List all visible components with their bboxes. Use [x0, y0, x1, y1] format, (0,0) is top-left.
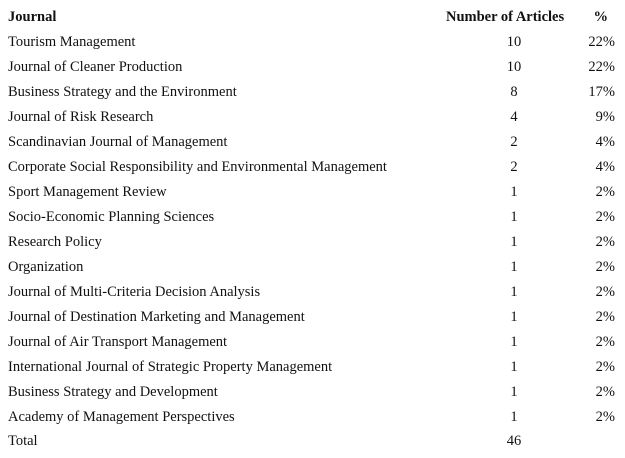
table-cell: 4%	[595, 134, 615, 150]
table-cell: 4	[510, 109, 518, 125]
table-cell: Scandinavian Journal of Management	[8, 134, 228, 150]
table-cell: 1	[510, 259, 518, 275]
table-cell: 1	[510, 284, 518, 300]
header-cell: %	[593, 9, 609, 25]
header-cell: Number of Articles	[446, 9, 565, 25]
table-cell: 1	[510, 309, 518, 325]
table-cell: 2%	[595, 384, 615, 400]
table-cell: 4%	[595, 159, 615, 175]
table-cell: 2%	[595, 409, 615, 425]
table-cell: 1	[510, 234, 518, 250]
table-cell: 10	[506, 59, 522, 75]
table-cell: 2%	[595, 334, 615, 350]
table-cell: 2%	[595, 359, 615, 375]
table-cell: International Journal of Strategic Prope…	[8, 359, 333, 375]
table-cell: 2%	[595, 234, 615, 250]
table-cell: 2%	[595, 209, 615, 225]
total-cell: 46	[506, 433, 522, 449]
table-cell: 1	[510, 184, 518, 200]
table-cell: 1	[510, 409, 518, 425]
table-cell: Business Strategy and the Environment	[8, 84, 237, 100]
table-cell: Corporate Social Responsibility and Envi…	[8, 159, 387, 175]
table-cell: 2	[510, 159, 518, 175]
table-cell: Journal of Risk Research	[8, 109, 154, 125]
table-cell: Journal of Destination Marketing and Man…	[8, 309, 305, 325]
table-cell: Tourism Management	[8, 34, 136, 50]
table-cell: Journal of Multi-Criteria Decision Analy…	[8, 284, 261, 300]
table-cell: 2%	[595, 309, 615, 325]
table-cell: 2%	[595, 259, 615, 275]
table-cell: Organization	[8, 259, 84, 275]
table-cell: 22%	[588, 34, 615, 50]
table-cell: 2	[510, 134, 518, 150]
table-cell: 1	[510, 209, 518, 225]
table-cell: Academy of Management Perspectives	[8, 409, 235, 425]
total-cell: Total	[8, 433, 38, 449]
table-cell: 1	[510, 334, 518, 350]
table-cell: 2%	[595, 184, 615, 200]
table-cell: 8	[510, 84, 518, 100]
table-cell: 17%	[588, 84, 615, 100]
table-cell: 1	[510, 384, 518, 400]
table-cell: 10	[506, 34, 522, 50]
table-cell: Business Strategy and Development	[8, 384, 218, 400]
table-cell: 9%	[595, 109, 615, 125]
table-cell: Journal of Cleaner Production	[8, 59, 183, 75]
table-cell: Socio-Economic Planning Sciences	[8, 209, 215, 225]
header-cell: Journal	[8, 9, 57, 25]
table-cell: Research Policy	[8, 234, 102, 250]
table-cell: 1	[510, 359, 518, 375]
table-cell: 22%	[588, 59, 615, 75]
table-cell: Sport Management Review	[8, 184, 167, 200]
table-cell: 2%	[595, 284, 615, 300]
table-cell: Journal of Air Transport Management	[8, 334, 228, 350]
